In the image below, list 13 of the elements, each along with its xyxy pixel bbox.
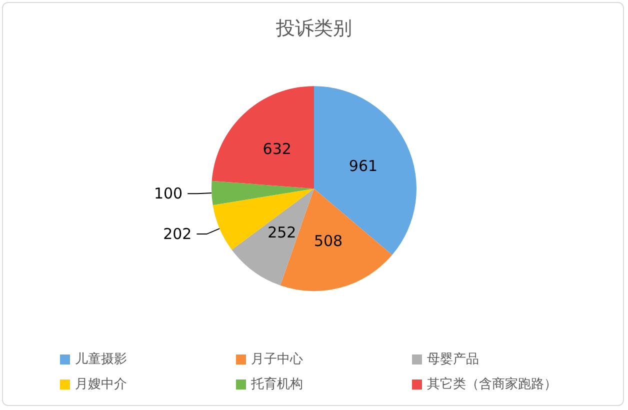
legend-label: 母婴产品 (427, 352, 479, 367)
legend-label: 儿童摄影 (75, 351, 127, 367)
chart-title: 投诉类别 (275, 18, 352, 40)
legend-label: 月嫂中介 (75, 377, 127, 392)
legend-label: 月子中心 (251, 351, 303, 367)
legend-label: 其它类（含商家跑路） (427, 376, 557, 392)
data-label: 961 (348, 156, 378, 175)
legend-label: 托育机构 (250, 376, 303, 392)
data-label: 100 (154, 184, 183, 203)
data-label: 202 (163, 225, 192, 244)
data-label: 632 (262, 140, 292, 158)
data-label: 252 (268, 223, 296, 242)
data-label: 508 (314, 232, 343, 250)
